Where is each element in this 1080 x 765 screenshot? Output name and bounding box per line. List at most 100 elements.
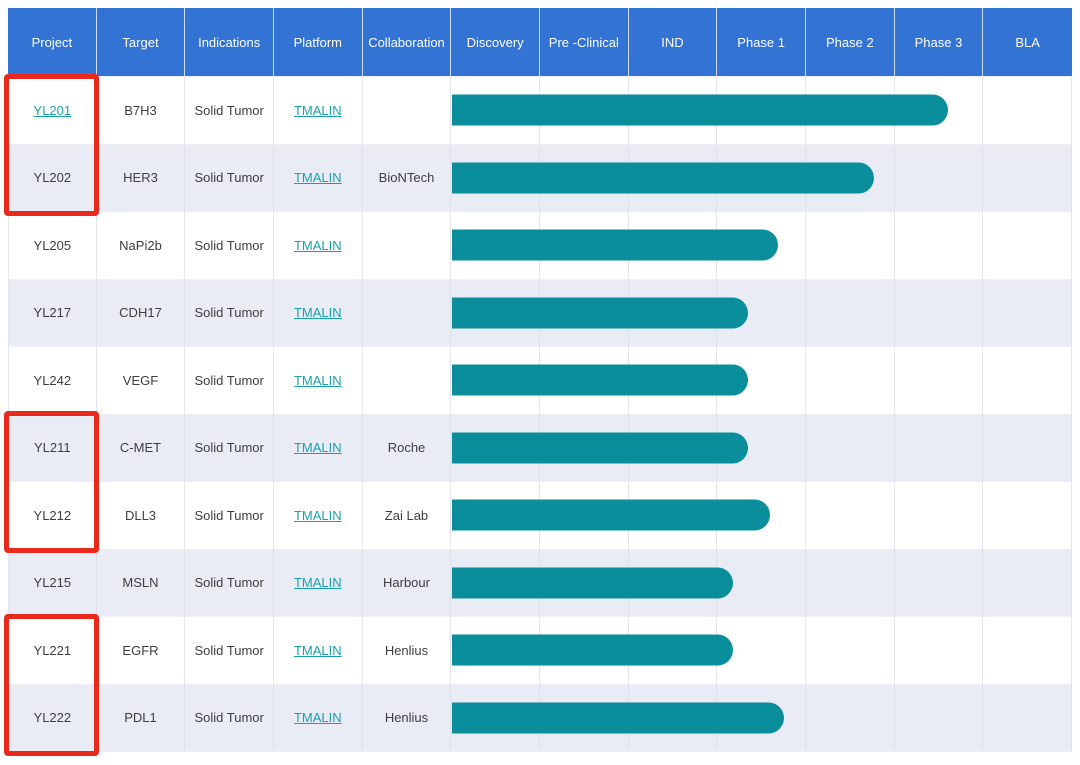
project-cell: YL201 bbox=[8, 77, 97, 144]
stage-cell-bla bbox=[983, 144, 1072, 211]
stage-cell-phase-2 bbox=[806, 279, 895, 346]
stage-cell-phase-3 bbox=[895, 414, 984, 481]
table-row: YL221 EGFR Solid Tumor TMALIN Henlius bbox=[8, 617, 1072, 685]
project-cell: YL215 bbox=[8, 549, 97, 616]
target-cell: DLL3 bbox=[97, 482, 186, 549]
project-label: YL212 bbox=[33, 507, 72, 523]
table-body: YL201 B7H3 Solid Tumor TMALIN YL202 HER3… bbox=[8, 77, 1072, 752]
stage-cell-phase-3 bbox=[895, 212, 984, 279]
platform-cell: TMALIN bbox=[274, 482, 363, 549]
target-cell: CDH17 bbox=[97, 279, 186, 346]
target-cell: C-MET bbox=[97, 414, 186, 481]
stage-cell-phase-3 bbox=[895, 347, 984, 414]
stage-cell-bla bbox=[983, 617, 1072, 684]
pipeline-progress-bar bbox=[452, 432, 749, 464]
pipeline-progress-bar bbox=[452, 702, 784, 734]
pipeline-progress-bar bbox=[452, 297, 749, 329]
indications-cell: Solid Tumor bbox=[185, 617, 274, 684]
table-row: YL212 DLL3 Solid Tumor TMALIN Zai Lab bbox=[8, 482, 1072, 550]
stage-cell-phase-2 bbox=[806, 482, 895, 549]
target-cell: MSLN bbox=[97, 549, 186, 616]
column-header-ind: IND bbox=[628, 8, 718, 77]
platform-cell: TMALIN bbox=[274, 77, 363, 144]
platform-cell: TMALIN bbox=[274, 617, 363, 684]
indications-cell: Solid Tumor bbox=[185, 144, 274, 211]
indications-cell: Solid Tumor bbox=[185, 549, 274, 616]
column-header-phase-3: Phase 3 bbox=[894, 8, 984, 77]
project-label: YL217 bbox=[33, 305, 72, 321]
project-cell: YL217 bbox=[8, 279, 97, 346]
stage-cell-bla bbox=[983, 212, 1072, 279]
project-label[interactable]: YL201 bbox=[33, 102, 72, 118]
indications-cell: Solid Tumor bbox=[185, 414, 274, 481]
column-header-discovery: Discovery bbox=[451, 8, 540, 77]
indications-cell: Solid Tumor bbox=[185, 482, 274, 549]
column-header-collaboration: Collaboration bbox=[362, 8, 452, 77]
header-row: Project Target Indications Platform Collabor… bbox=[8, 8, 1072, 77]
platform-cell: TMALIN bbox=[274, 414, 363, 481]
project-cell: YL242 bbox=[8, 347, 97, 414]
platform-link[interactable]: TMALIN bbox=[293, 102, 342, 118]
table-row: YL205 NaPi2b Solid Tumor TMALIN bbox=[8, 212, 1072, 280]
indications-cell: Solid Tumor bbox=[185, 77, 274, 144]
table-row: YL211 C-MET Solid Tumor TMALIN Roche bbox=[8, 414, 1072, 482]
stage-cell-phase-1 bbox=[717, 279, 806, 346]
collaboration-cell bbox=[363, 212, 452, 279]
stage-cell-bla bbox=[983, 684, 1072, 751]
project-label: YL211 bbox=[34, 440, 71, 456]
platform-cell: TMALIN bbox=[274, 144, 363, 211]
project-cell: YL222 bbox=[8, 684, 97, 751]
target-cell: HER3 bbox=[97, 144, 186, 211]
pipeline-progress-bar bbox=[452, 229, 779, 261]
stage-cell-phase-3 bbox=[895, 279, 984, 346]
column-header-target: Target bbox=[96, 8, 186, 77]
project-label: YL205 bbox=[33, 237, 72, 253]
stage-cell-bla bbox=[983, 414, 1072, 481]
column-header-platform: Platform bbox=[273, 8, 363, 77]
stage-cell-phase-2 bbox=[806, 684, 895, 751]
stage-cell-phase-3 bbox=[895, 482, 984, 549]
project-cell: YL212 bbox=[8, 482, 97, 549]
table-row: YL242 VEGF Solid Tumor TMALIN bbox=[8, 347, 1072, 415]
target-cell: VEGF bbox=[97, 347, 186, 414]
stage-cell-phase-2 bbox=[806, 414, 895, 481]
pipeline-progress-bar bbox=[452, 499, 771, 531]
stage-cell-phase-3 bbox=[895, 77, 984, 144]
project-label: YL202 bbox=[33, 170, 72, 186]
stage-cell-phase-1 bbox=[717, 347, 806, 414]
project-label: YL221 bbox=[33, 642, 72, 658]
indications-cell: Solid Tumor bbox=[185, 279, 274, 346]
stage-cell-phase-2 bbox=[806, 549, 895, 616]
stage-cell-bla bbox=[983, 549, 1072, 616]
platform-link[interactable]: TMALIN bbox=[293, 440, 342, 456]
stage-cell-phase-1 bbox=[717, 414, 806, 481]
stage-cell-phase-2 bbox=[806, 617, 895, 684]
stage-cell-phase-1 bbox=[717, 482, 806, 549]
target-cell: B7H3 bbox=[97, 77, 186, 144]
project-cell: YL211 bbox=[8, 414, 97, 481]
platform-cell: TMALIN bbox=[274, 212, 363, 279]
stage-cell-phase-3 bbox=[895, 617, 984, 684]
pipeline-progress-bar bbox=[452, 162, 875, 194]
platform-link[interactable]: TMALIN bbox=[293, 372, 342, 388]
stage-cell-phase-1 bbox=[717, 617, 806, 684]
project-cell: YL205 bbox=[8, 212, 97, 279]
indications-cell: Solid Tumor bbox=[185, 212, 274, 279]
pipeline-progress-bar bbox=[452, 364, 749, 396]
platform-link[interactable]: TMALIN bbox=[293, 237, 342, 253]
project-label: YL215 bbox=[33, 575, 72, 591]
pipeline-progress-bar bbox=[452, 94, 949, 126]
platform-link[interactable]: TMALIN bbox=[293, 170, 342, 186]
pipeline-table: Project Target Indications Platform Collabor… bbox=[3, 8, 1072, 756]
platform-link[interactable]: TMALIN bbox=[293, 305, 342, 321]
platform-link[interactable]: TMALIN bbox=[293, 575, 342, 591]
column-header-bla: BLA bbox=[983, 8, 1072, 77]
platform-link[interactable]: TMALIN bbox=[293, 642, 342, 658]
collaboration-cell: Henlius bbox=[363, 617, 452, 684]
platform-link[interactable]: TMALIN bbox=[293, 710, 342, 726]
target-cell: NaPi2b bbox=[97, 212, 186, 279]
platform-link[interactable]: TMALIN bbox=[293, 507, 342, 523]
collaboration-cell: Roche bbox=[363, 414, 452, 481]
column-header-pre-clinical: Pre -Clinical bbox=[539, 8, 629, 77]
collaboration-cell: Zai Lab bbox=[363, 482, 452, 549]
